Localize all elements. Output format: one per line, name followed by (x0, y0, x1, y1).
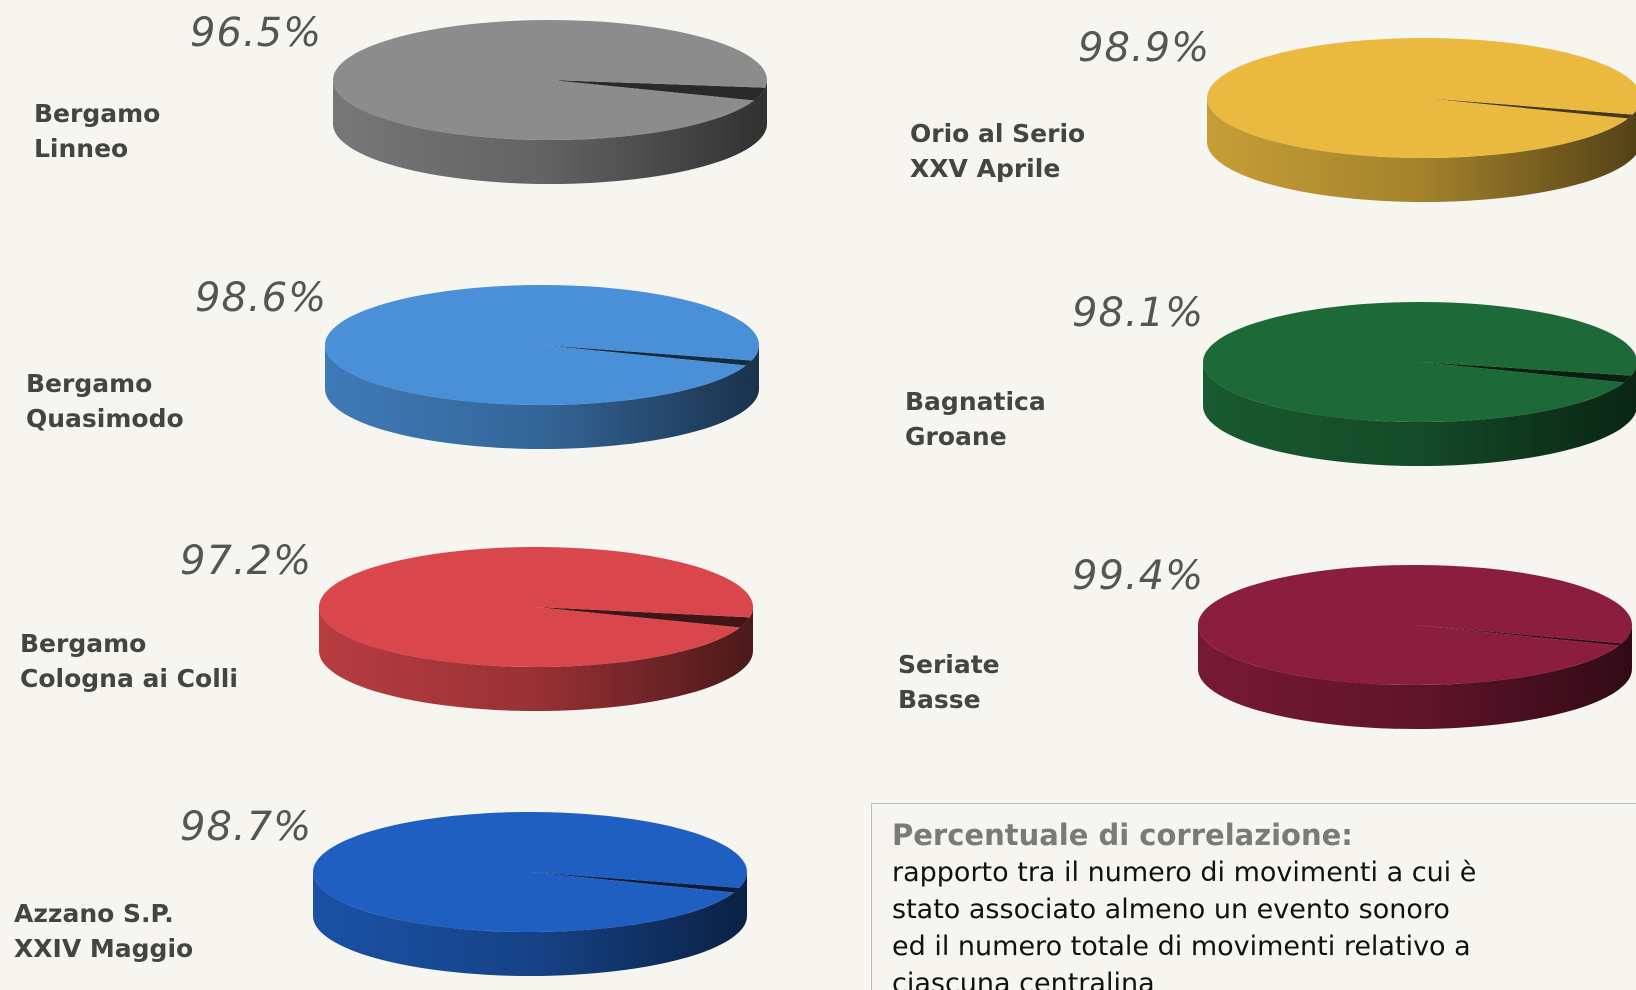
note-line: ed il numero totale di movimenti relativ… (892, 931, 1471, 962)
pie-title: Linneo (34, 134, 128, 163)
pie-title: Orio al Serio (910, 119, 1085, 148)
value-label: 97.2% (180, 538, 312, 584)
pie-remainder (1420, 362, 1632, 383)
pie-side (319, 607, 753, 711)
pie-remainder (1424, 98, 1633, 119)
pie-slice (325, 285, 759, 405)
pie-side (1207, 98, 1636, 202)
pie-side (1203, 362, 1636, 466)
pie-title: XXV Aprile (910, 154, 1060, 183)
pie-title: Seriate (898, 650, 1000, 679)
pie-title: Bagnatica (905, 387, 1046, 416)
value-label: 98.6% (195, 275, 327, 321)
pie-title: Bergamo (34, 99, 160, 128)
pie-title: XXIV Maggio (14, 934, 193, 963)
note-line: ciascuna centralina (892, 968, 1155, 990)
pie-remainder (1415, 625, 1622, 646)
pie-remainder (530, 872, 740, 893)
pie-title: Basse (898, 685, 981, 714)
pie-side (325, 345, 759, 449)
pie-side (1198, 625, 1632, 729)
value-label: 98.9% (1078, 25, 1210, 71)
pie-title: Bergamo (26, 369, 152, 398)
value-label: 98.1% (1072, 290, 1204, 336)
pie-side (313, 872, 747, 976)
pie-title: Bergamo (20, 629, 146, 658)
pie-slice (1207, 38, 1636, 158)
value-label: 99.4% (1072, 553, 1204, 599)
pie-slice (333, 20, 767, 140)
pie-slice (1197, 565, 1632, 686)
pie-slice (1203, 301, 1636, 422)
note-title: Percentuale di correlazione: (892, 818, 1353, 852)
pie-remainder (550, 80, 766, 101)
pie-side (333, 80, 767, 184)
pie-title: Cologna ai Colli (20, 664, 238, 693)
pie-title: Groane (905, 422, 1007, 451)
value-label: 98.7% (180, 804, 312, 850)
note-line: rapporto tra il numero di movimenti a cu… (892, 857, 1477, 888)
pie-slice (313, 811, 748, 932)
pie-remainder (542, 345, 752, 366)
note-line: stato associato almeno un evento sonoro (892, 894, 1450, 925)
pie-title: Azzano S.P. (14, 899, 174, 928)
pie-slice (318, 547, 753, 667)
note: Percentuale di correlazione: rapporto tr… (871, 803, 1636, 990)
value-label: 96.5% (190, 10, 322, 56)
pie-title: Quasimodo (26, 404, 184, 433)
pie-remainder (536, 607, 750, 628)
